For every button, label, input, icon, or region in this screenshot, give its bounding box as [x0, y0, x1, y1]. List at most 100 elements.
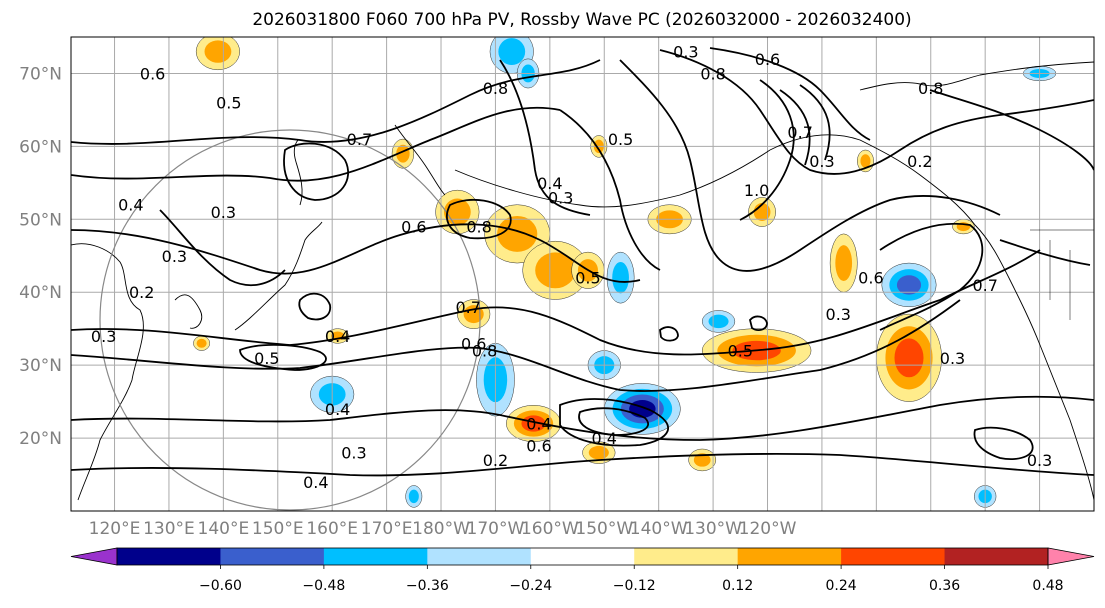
map-title: 2026031800 F060 700 hPa PV, Rossby Wave … — [252, 10, 911, 30]
pc-anomaly-patch — [497, 215, 538, 252]
contour-label: 0.5 — [254, 349, 279, 368]
pc-anomaly-patch — [521, 415, 546, 432]
contour-label: 0.8 — [483, 79, 508, 98]
latitude-label: 60°N — [19, 137, 62, 157]
pv-contour — [929, 89, 1094, 171]
longitude-label: 150°W — [575, 519, 633, 539]
longitude-label: 170°W — [467, 519, 525, 539]
pc-anomaly-patch — [835, 245, 853, 282]
contour-label: 0.5 — [575, 269, 600, 288]
contour-label: 0.2 — [907, 152, 932, 171]
pc-anomaly-patch — [896, 275, 922, 295]
contour-label: 0.4 — [526, 414, 551, 433]
pv-contour — [749, 315, 768, 331]
contour-label: 0.3 — [809, 152, 834, 171]
colorbar-tick-label: 0.24 — [826, 578, 857, 594]
contour-label: 1.0 — [744, 181, 769, 200]
colorbar-bin — [634, 548, 739, 565]
pv-contour — [559, 109, 661, 271]
pv-contour — [659, 49, 1094, 175]
latitude-label: 30°N — [19, 356, 62, 376]
colorbar-tick-label: 0.36 — [929, 578, 960, 594]
coastline-asia — [71, 243, 144, 501]
contour-label: 0.4 — [325, 400, 350, 419]
contour-label: 0.7 — [972, 276, 997, 295]
map-panel: 0.60.50.30.40.80.70.6 0.80.70.40.30.50.30… — [19, 36, 1095, 539]
longitude-label: 120°W — [739, 519, 797, 539]
pc-anomaly-patch — [629, 400, 656, 418]
contour-label: 0.8 — [700, 64, 725, 83]
contour-label: 0.3 — [341, 444, 366, 463]
pc-anomaly-patch — [498, 38, 526, 66]
contour-label: 0.6 — [140, 64, 165, 83]
pv-contour — [879, 222, 984, 331]
contour-label: 0.3 — [162, 247, 187, 266]
contour-label: 0.6 — [461, 334, 486, 353]
colorbar-bin — [841, 548, 946, 565]
longitude-labels: 120°E 130°E 140°E 150°E 160°E 170°E 180°W170°W… — [89, 519, 797, 539]
longitude-label: 160°W — [521, 519, 579, 539]
contour-label: 0.5 — [216, 94, 241, 113]
pv-contour — [446, 198, 512, 240]
colorbar-bin — [220, 548, 325, 565]
pv-contour — [71, 106, 561, 182]
longitude-label: 140°E — [198, 519, 250, 539]
contour-label: 0.7 — [787, 123, 812, 142]
longitude-label: 130°E — [143, 519, 195, 539]
contour-label: 0.5 — [728, 342, 753, 361]
longitude-label: 120°E — [89, 519, 141, 539]
pv-contour — [71, 452, 1094, 477]
contour-label: 0.4 — [325, 327, 350, 346]
contour-label: 0.6 — [858, 269, 883, 288]
colorbar-bin — [737, 548, 842, 565]
colorbar-bin — [427, 548, 532, 565]
coastline-kamchatka — [394, 124, 446, 196]
contour-label: 0.3 — [673, 43, 698, 62]
pv-contour — [709, 47, 871, 141]
pv-contour — [619, 59, 1001, 272]
pc-anomaly-patch — [693, 453, 711, 467]
longitude-label: 180°W — [412, 519, 470, 539]
contour-label: 0.7 — [347, 130, 372, 149]
reference-circle — [99, 129, 481, 511]
longitude-label: 150°E — [252, 519, 304, 539]
pv-contour — [779, 89, 811, 166]
coastline-korea — [174, 294, 203, 329]
contour-label: 0.8 — [466, 218, 491, 237]
map-frame — [70, 36, 1095, 512]
pv-contour — [559, 398, 669, 447]
pv-contour — [739, 79, 795, 221]
contour-label: 0.3 — [211, 203, 236, 222]
latitude-label: 70°N — [19, 64, 62, 84]
pc-anomaly-patch — [860, 154, 871, 168]
colorbar-bin — [117, 548, 221, 565]
colorbar-bin — [530, 548, 635, 565]
colorbar-tick-label: 0.48 — [1032, 578, 1063, 594]
colorbar: −0.60 −0.48 −0.36 −0.24 −0.12 0.12 0.24 0.36 0.4… — [70, 547, 1095, 594]
pv-contour — [71, 299, 961, 392]
contour-label: 0.3 — [91, 327, 116, 346]
contour-label: 0.3 — [1027, 451, 1052, 470]
coastline-arctic — [859, 61, 1094, 91]
latitude-label: 50°N — [19, 210, 62, 230]
colorbar-tick-label: −0.36 — [406, 578, 449, 594]
pv-contour — [659, 326, 679, 342]
colorbar-tick-label: −0.48 — [302, 578, 345, 594]
contour-label: 0.4 — [118, 196, 143, 215]
longitude-label: 170°E — [361, 519, 413, 539]
pc-anomaly-patch — [612, 261, 629, 294]
contour-label: 0.3 — [548, 188, 573, 207]
pv-contour — [239, 344, 327, 371]
latitude-label: 40°N — [19, 283, 62, 303]
contour-label: 0.8 — [472, 342, 497, 361]
graticule — [71, 37, 1094, 511]
contour-label: 0.2 — [129, 283, 154, 302]
coastline-japan — [234, 221, 323, 331]
latitude-labels: 70°N 60°N 50°N 40°N 30°N 20°N — [19, 64, 62, 449]
contour-label: 0.4 — [303, 473, 328, 492]
colorbar-outline — [116, 547, 1049, 566]
colorbar-extend-low — [70, 547, 118, 566]
colorbar-tick-label: −0.60 — [199, 578, 242, 594]
